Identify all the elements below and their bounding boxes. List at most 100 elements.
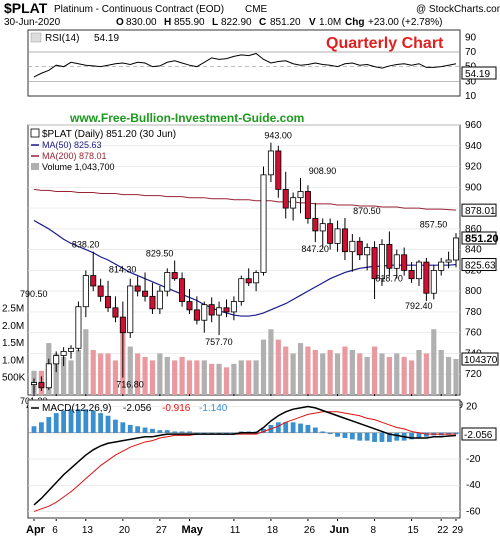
macd-histogram-bar: [83, 409, 89, 433]
volume-bar: [238, 360, 244, 395]
macd-tick-label: -40: [466, 480, 481, 491]
volume-bar: [246, 360, 252, 395]
macd-histogram-bar: [216, 432, 222, 434]
macd-histogram-bar: [53, 413, 59, 433]
candle-body: [112, 307, 119, 318]
volume-bar: [135, 353, 141, 395]
candle-body: [364, 247, 371, 256]
price-panel: 960940920900880860840820800780760740720 …: [2, 111, 499, 406]
x-tick-label: 22: [437, 525, 449, 536]
volume-bar: [216, 363, 222, 395]
x-tick-label: Apr: [26, 524, 46, 536]
rsi-tick-label: 30: [465, 76, 477, 87]
price-annotation: 818.70: [375, 274, 403, 284]
price-tick-label: 960: [465, 120, 482, 131]
macd-histogram-bar: [90, 410, 96, 433]
price-annotation: 870.50: [353, 206, 381, 216]
volume-bar: [438, 350, 444, 395]
ma200-legend: MA(200) 878.01: [42, 151, 107, 161]
rsi-line: [33, 52, 457, 78]
price-annotation: 847.20: [301, 244, 329, 254]
volume-bar: [364, 356, 370, 395]
volume-bar: [283, 346, 289, 395]
copyright-label: @ StockCharts.com: [416, 4, 500, 15]
x-tick-label: May: [181, 524, 203, 536]
candle-body: [201, 304, 208, 321]
volume-bar: [431, 329, 437, 395]
candle-body: [267, 150, 274, 176]
price-annotation: 943.00: [264, 131, 292, 141]
macd-histogram-bar: [349, 432, 355, 440]
candle-body: [275, 150, 282, 190]
candle-body: [171, 272, 178, 280]
candle-body: [401, 254, 408, 271]
macd-histogram-bar: [120, 422, 126, 433]
rsi-value-badge: [461, 66, 497, 80]
macd-histogram-bar: [113, 419, 118, 433]
price-axis: 960940920900880860840820800780760740720: [465, 120, 482, 380]
volume-bar: [386, 356, 392, 395]
candle-body: [238, 278, 245, 302]
candle-body: [179, 278, 186, 302]
volume-label: V: [309, 17, 316, 28]
candle-body: [68, 347, 75, 352]
macd-histogram-bar: [135, 426, 141, 433]
macd-histogram-bar: [39, 422, 44, 433]
rsi-panel: 9070503010 RSI(14) 54.19 Quarterly Chart…: [27, 29, 497, 102]
x-tick-label: 27: [156, 525, 168, 536]
macd-signal-value: -0.916: [162, 403, 191, 414]
volume-bar: [445, 356, 452, 395]
price-tick-label: 720: [465, 369, 482, 380]
candle-body: [60, 350, 67, 356]
volume-bar: [290, 353, 296, 395]
volume-badge: [461, 352, 499, 366]
macd-histogram-bar: [290, 422, 296, 433]
x-tick-label: 29: [452, 525, 464, 536]
price-tick-label: 860: [465, 224, 482, 235]
x-tick-label: 6: [52, 525, 58, 536]
macd-histogram-bar: [76, 409, 81, 433]
candle-body: [445, 259, 452, 263]
candle-body: [253, 272, 260, 284]
macd-tick-label: -60: [466, 506, 481, 517]
rsi-tick-label: 10: [465, 91, 477, 102]
open-value: 830.00: [126, 17, 157, 28]
change-label: Chg: [345, 17, 364, 28]
candle-body: [260, 174, 267, 273]
macd-x-axis: Apr 6 13 20 27 May 11 18 26 Jun 8 15 22 29: [26, 519, 464, 536]
macd-histogram-bar: [453, 432, 459, 435]
candle-body: [97, 285, 104, 297]
candle-body: [134, 285, 141, 292]
price-badge-text: 825.63: [465, 261, 496, 272]
rsi-title: RSI(14): [45, 33, 79, 44]
macd-hist-value: -1.140: [199, 403, 228, 414]
candle-body: [415, 261, 422, 280]
symbol-label: $PLAT: [4, 0, 48, 16]
volume-bar: [83, 329, 89, 395]
macd-histogram-bar: [261, 428, 266, 433]
macd-histogram-bar: [224, 432, 229, 434]
volume-bar: [379, 353, 385, 395]
candle-body: [53, 355, 60, 365]
volume-bar: [75, 350, 82, 395]
candle-body: [90, 275, 97, 287]
x-tick-label: 20: [119, 525, 131, 536]
volume-bar: [305, 346, 311, 395]
macd-histogram-bar: [394, 432, 400, 441]
volume-bar: [297, 343, 304, 395]
price-tick-label: 780: [465, 307, 482, 318]
candle-body: [82, 275, 89, 308]
candle-body: [45, 363, 52, 389]
volume-bar: [90, 350, 96, 395]
price-annotation: 757.70: [205, 337, 233, 347]
low-label: L: [212, 17, 218, 28]
candle-body: [223, 307, 230, 313]
price-badge-text: 851.20: [465, 233, 499, 245]
macd-histogram-bar: [209, 432, 215, 434]
macd-histogram-bar: [312, 427, 318, 433]
price-tick-label: 800: [465, 286, 482, 297]
macd-histogram-bar: [142, 427, 148, 433]
macd-histogram-bar: [416, 432, 422, 439]
volume-bar: [334, 353, 341, 395]
volume-bar: [157, 353, 163, 395]
